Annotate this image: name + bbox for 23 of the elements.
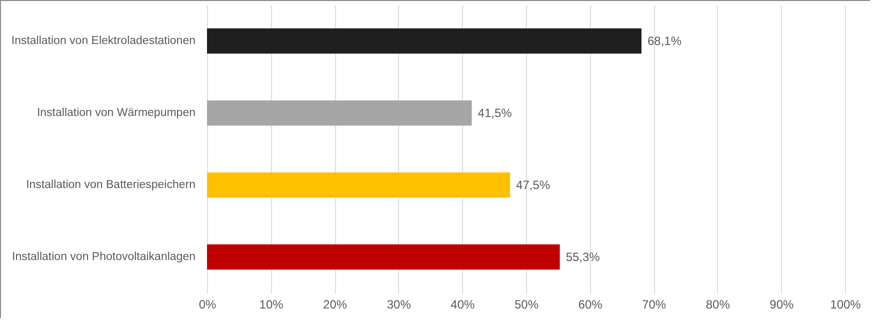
y-tick-label: Installation von Elektroladestationen — [11, 35, 196, 47]
bar — [207, 244, 560, 270]
data-label: 55,3% — [566, 250, 600, 264]
bar — [207, 172, 510, 198]
bar — [207, 28, 642, 54]
y-tick-label: Installation von Wärmepumpen — [36, 107, 196, 119]
y-tick-label: Installation von Photovoltaikanlagen — [12, 251, 196, 263]
y-tick-label: Installation von Batteriespeichern — [26, 179, 196, 191]
x-tick-label: 100% — [830, 298, 862, 312]
x-tick-label: 90% — [770, 298, 794, 312]
x-tick-label: 30% — [386, 298, 412, 312]
data-label: 41,5% — [478, 106, 512, 120]
x-tick-label: 60% — [578, 298, 603, 312]
x-tick-label: 20% — [323, 298, 348, 312]
x-tick-label: 40% — [450, 298, 476, 312]
data-label: 68,1% — [647, 34, 682, 48]
x-tick-label: 10% — [259, 298, 284, 312]
x-tick-label: 80% — [706, 298, 730, 312]
x-tick-label: 50% — [514, 298, 539, 312]
x-tick-label: 70% — [642, 298, 666, 312]
data-label: 47,5% — [516, 178, 550, 192]
bar — [207, 100, 472, 126]
x-tick-label: 0% — [198, 298, 216, 312]
